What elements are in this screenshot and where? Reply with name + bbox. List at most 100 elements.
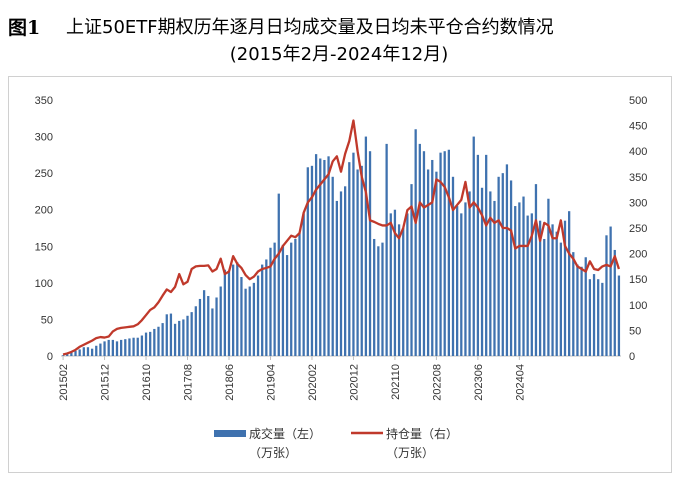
volume-bar (144, 332, 148, 356)
volume-bar (605, 235, 608, 356)
volume-bar (111, 339, 114, 356)
volume-bar (223, 269, 226, 356)
volume-bar (319, 158, 322, 356)
legend-bar-swatch (214, 430, 246, 437)
volume-bar (360, 165, 363, 356)
y-right-tick-label: 200 (629, 249, 647, 261)
volume-bar (472, 136, 475, 356)
y-right-tick-label: 0 (629, 351, 635, 363)
volume-bar (381, 242, 384, 356)
volume-bar (157, 326, 160, 356)
volume-bar (476, 154, 480, 356)
volume-bar (613, 249, 616, 356)
volume-bar (211, 308, 214, 356)
volume-bar (493, 200, 496, 356)
chart-svg: 0 50 100 150 200 250 300 350 0 50 100 150 200 250 300 3… (35, 95, 648, 460)
y-right-tick-label: 50 (629, 325, 641, 337)
volume-bar (389, 213, 392, 356)
y-left-tick-label: 200 (35, 205, 53, 217)
volume-bar (66, 353, 69, 356)
volume-bar (103, 341, 106, 356)
volume-bar (617, 275, 621, 356)
volume-bar (70, 352, 73, 356)
volume-bar (356, 169, 359, 356)
volume-bar (173, 323, 177, 356)
volume-bar (161, 323, 164, 356)
volume-bar (277, 193, 280, 356)
volume-bar (588, 279, 592, 356)
volume-bar (61, 355, 65, 356)
volume-bar (86, 347, 90, 356)
axes: 0 50 100 150 200 250 300 350 0 50 100 150 200 250 300 3… (35, 95, 648, 401)
volume-bar (323, 159, 326, 356)
volume-bar (140, 335, 144, 356)
volume-bar (584, 257, 587, 356)
volume-bar (352, 152, 355, 356)
volume-bar (431, 159, 434, 356)
volume-bar (74, 350, 77, 356)
volume-bar (78, 349, 81, 356)
volume-bar (609, 226, 612, 356)
volume-bar (551, 224, 554, 356)
volume-bar (344, 186, 347, 356)
x-tick-label: 201502 (58, 364, 70, 401)
x-tick-label: 202208 (431, 364, 443, 401)
volume-bar (377, 246, 380, 356)
volume-bar (232, 264, 235, 356)
legend: 成交量（左） （万张） 持仓量（右） （万张） (214, 426, 458, 460)
volume-bar (547, 198, 550, 356)
volume-bar (227, 271, 231, 356)
volume-bar (509, 180, 513, 356)
volume-bar (522, 196, 525, 356)
x-tick-label: 202002 (307, 364, 319, 401)
volume-bar (418, 143, 421, 356)
volume-bar (393, 209, 397, 356)
y-right-tick-label: 350 (629, 172, 647, 184)
y-left-tick-label: 0 (47, 351, 53, 363)
y-left-tick-label: 50 (41, 314, 53, 326)
volume-bar (290, 242, 293, 356)
volume-bar (559, 242, 562, 356)
bar-series (61, 129, 621, 356)
volume-bar (132, 337, 135, 356)
volume-bar (543, 238, 546, 356)
volume-bar (302, 213, 305, 356)
legend-line-unit: （万张） (386, 446, 434, 460)
volume-bar (397, 224, 401, 356)
volume-bar (306, 167, 309, 356)
volume-bar (497, 176, 500, 356)
volume-bar (327, 156, 330, 356)
volume-bar (464, 202, 467, 356)
y-right-tick-label: 300 (629, 197, 647, 209)
y-left-tick-label: 100 (35, 278, 53, 290)
volume-bar (435, 171, 438, 356)
volume-bar (252, 282, 256, 356)
volume-bar (294, 238, 297, 356)
volume-bar (460, 213, 463, 356)
volume-bar (281, 244, 285, 356)
volume-bar (422, 151, 426, 356)
y-right-tick-label: 500 (629, 95, 647, 107)
chart-frame: 0 50 100 150 200 250 300 350 0 50 100 150 200 250 300 3… (8, 76, 672, 473)
y-right-tick-label: 400 (629, 146, 647, 158)
volume-bar (385, 143, 388, 356)
y-left-tick-label: 300 (35, 132, 53, 144)
volume-bar (219, 286, 222, 356)
volume-bar (95, 345, 98, 356)
y-left-tick-label: 150 (35, 241, 53, 253)
volume-bar (456, 206, 459, 356)
volume-bar (165, 314, 168, 356)
line-series (62, 119, 621, 356)
volume-bar (538, 220, 542, 356)
volume-bar (136, 337, 139, 356)
x-tick-label: 202404 (514, 364, 526, 401)
volume-bar (236, 262, 239, 356)
chart-title: 图1 上证50ETF期权历年逐月日均成交量及日均未平仓合约数情况 (2015年2… (0, 0, 678, 72)
volume-bar (489, 191, 492, 356)
volume-bar (526, 215, 529, 356)
volume-bar (480, 187, 484, 356)
title-line-2: (2015年2月-2024年12月) (229, 44, 449, 65)
x-tick-label: 201708 (183, 364, 195, 401)
volume-bar (261, 264, 264, 356)
open-interest-line (62, 119, 621, 356)
